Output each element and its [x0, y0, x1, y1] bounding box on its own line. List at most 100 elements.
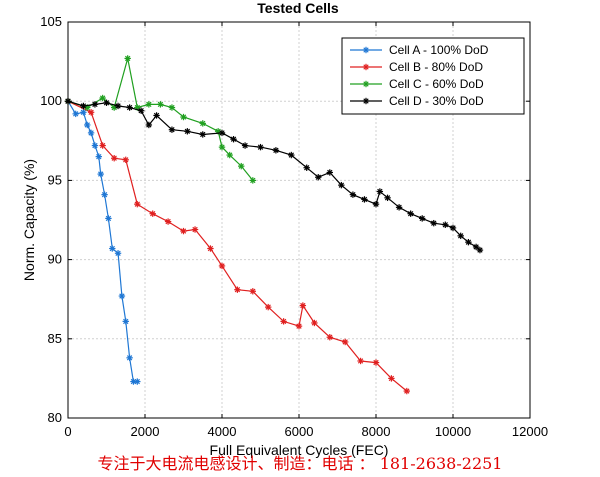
- data-point: [134, 200, 141, 208]
- data-point: [342, 338, 349, 346]
- series-3: [64, 55, 256, 184]
- data-point: [407, 210, 414, 217]
- legend: Cell A - 100% DoD Cell B - 80% DoD Cell C …: [341, 37, 525, 115]
- data-point: [338, 181, 345, 189]
- data-point: [299, 302, 307, 309]
- data-point: [114, 250, 122, 257]
- x-tick-label: 4000: [208, 424, 237, 439]
- data-point: [126, 104, 133, 111]
- legend-label: Cell C - 60% DoD: [389, 77, 484, 91]
- x-tick-label: 8000: [362, 424, 391, 439]
- data-point: [234, 286, 241, 293]
- legend-item: Cell D - 30% DoD: [350, 94, 484, 108]
- series-2: [64, 98, 410, 395]
- data-point: [164, 218, 172, 225]
- data-point: [180, 227, 187, 235]
- data-point: [303, 164, 310, 171]
- data-point: [218, 143, 226, 151]
- data-point: [184, 128, 191, 135]
- data-point: [218, 262, 226, 270]
- data-point: [430, 219, 437, 227]
- data-point: [357, 357, 364, 365]
- data-point: [137, 107, 145, 114]
- data-point: [372, 359, 380, 366]
- data-point: [257, 143, 264, 151]
- data-point: [124, 55, 131, 62]
- data-point: [149, 210, 156, 217]
- legend-label: Cell B - 80% DoD: [389, 60, 483, 74]
- y-tick-label: 95: [48, 172, 62, 187]
- data-point: [311, 319, 318, 327]
- data-point: [80, 109, 87, 116]
- data-point: [84, 121, 91, 129]
- data-point: [403, 387, 410, 395]
- data-point: [64, 98, 72, 105]
- legend-label: Cell D - 30% DoD: [389, 94, 484, 108]
- x-tick-label: 0: [64, 424, 71, 439]
- series-1: [64, 98, 141, 385]
- legend-label: Cell A - 100% DoD: [389, 43, 489, 57]
- data-point: [122, 318, 129, 325]
- series-line: [67, 100, 408, 392]
- data-point: [465, 238, 472, 246]
- data-point: [99, 142, 106, 149]
- data-point: [361, 196, 368, 203]
- data-point: [449, 224, 457, 232]
- x-tick-label: 2000: [131, 424, 160, 439]
- axis-ticks: 0 2000 4000 6000 8000 10000 12000 80 85 90 95 100 10…: [40, 14, 548, 439]
- data-point: [457, 232, 464, 240]
- data-point: [326, 169, 333, 176]
- data-point: [105, 215, 112, 222]
- data-point: [99, 94, 106, 102]
- data-point: [80, 102, 87, 110]
- data-point: [384, 194, 391, 202]
- data-point: [388, 375, 395, 382]
- data-point: [180, 113, 187, 121]
- legend-item: Cell B - 80% DoD: [350, 60, 483, 74]
- data-point: [476, 246, 484, 254]
- data-point: [103, 99, 110, 106]
- data-point: [315, 174, 322, 181]
- data-point: [199, 131, 206, 138]
- data-point: [207, 245, 214, 252]
- data-point: [122, 156, 129, 164]
- y-tick-label: 90: [48, 252, 62, 267]
- data-point: [280, 318, 287, 325]
- data-point: [109, 245, 116, 252]
- footer-contact-text: 专注于大电流电感设计、制造：电话 ： 181-2638-2251: [97, 454, 503, 473]
- y-tick-label: 105: [40, 14, 62, 29]
- x-tick-label: 10000: [435, 424, 471, 439]
- data-point: [87, 109, 95, 116]
- data-point: [395, 204, 403, 211]
- data-point: [91, 101, 99, 108]
- legend-marker: [362, 80, 370, 88]
- data-point: [238, 162, 245, 170]
- data-point: [288, 151, 295, 159]
- legend-marker: [362, 97, 370, 105]
- data-point: [101, 191, 108, 198]
- data-point: [168, 126, 176, 133]
- data-point: [442, 221, 449, 228]
- chart-title: Tested Cells: [257, 0, 339, 16]
- data-point: [249, 288, 256, 295]
- series-4: [64, 98, 484, 254]
- data-point: [111, 155, 118, 162]
- data-point: [126, 354, 133, 362]
- data-point: [272, 147, 280, 154]
- data-point: [199, 120, 206, 127]
- legend-marker: [362, 63, 370, 71]
- data-point: [218, 129, 226, 137]
- data-point: [230, 136, 237, 143]
- y-tick-label: 85: [48, 331, 62, 346]
- data-point: [295, 322, 303, 330]
- data-point: [95, 153, 102, 160]
- y-axis-label: Norm. Capacity (%): [21, 159, 37, 281]
- data-point: [157, 101, 164, 108]
- data-point: [241, 142, 249, 149]
- data-point: [419, 215, 426, 222]
- data-point: [265, 303, 272, 311]
- data-point: [97, 170, 104, 178]
- y-tick-label: 100: [40, 93, 62, 108]
- data-point: [134, 378, 141, 385]
